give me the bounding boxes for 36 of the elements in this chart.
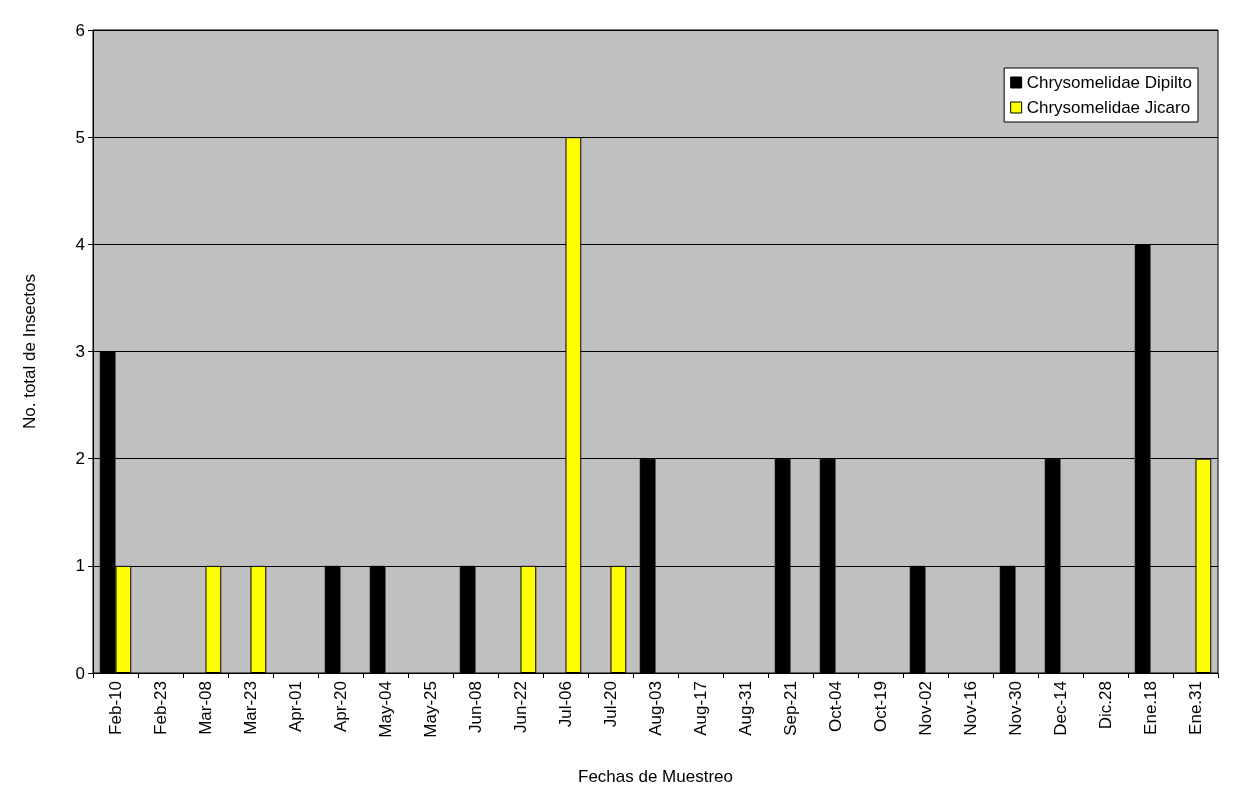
y-tick-label: 0 — [75, 663, 85, 683]
x-tick-label: Jul-20 — [601, 681, 620, 728]
x-tick-label: Jul-06 — [556, 681, 575, 728]
x-tick-label: Mar-23 — [241, 681, 260, 735]
x-tick-label: Oct-19 — [871, 681, 890, 733]
x-tick-label: Nov-16 — [961, 681, 980, 736]
x-tick-label: May-25 — [421, 681, 440, 738]
x-tick-label: Dec-14 — [1051, 681, 1070, 736]
x-tick-label: Mar-08 — [196, 681, 215, 735]
x-tick-label: Dic.28 — [1096, 681, 1115, 730]
y-tick-label: 2 — [75, 449, 85, 469]
y-tick-label: 4 — [75, 234, 85, 254]
x-tick-label: Jun-08 — [466, 681, 485, 733]
y-tick-label: 5 — [75, 127, 85, 147]
x-tick-label: May-04 — [376, 681, 395, 738]
y-tick-label: 3 — [75, 342, 85, 361]
x-tick-label: Apr-01 — [286, 681, 305, 733]
y-tick-label: 1 — [75, 556, 85, 576]
x-tick-label: Nov-30 — [1006, 681, 1025, 736]
y-axis-title: No. total de Insectos — [20, 274, 39, 429]
x-tick-label: Feb-10 — [106, 681, 125, 735]
x-tick-label: Aug-17 — [691, 681, 710, 736]
x-tick-label: Sep-21 — [781, 681, 800, 736]
x-tick-label: Oct-04 — [826, 681, 845, 733]
x-tick-label: Aug-03 — [646, 681, 665, 736]
x-tick-label: Apr-20 — [331, 681, 350, 733]
y-tick-label: 6 — [75, 20, 85, 40]
x-tick-label: Jun-22 — [511, 681, 530, 733]
legend-label: Chrysomelidae Jicaro — [1026, 98, 1191, 117]
x-tick-label: Nov-02 — [916, 681, 935, 736]
x-tick-label: Aug-31 — [736, 681, 755, 736]
x-tick-label: Feb-23 — [151, 681, 170, 735]
x-tick-label: Ene.18 — [1141, 681, 1160, 735]
legend-label: Chrysomelidae Dipilto — [1026, 73, 1192, 92]
x-tick-label: Ene.31 — [1186, 681, 1205, 735]
x-axis-title: Fechas de Muestreo — [578, 767, 733, 786]
